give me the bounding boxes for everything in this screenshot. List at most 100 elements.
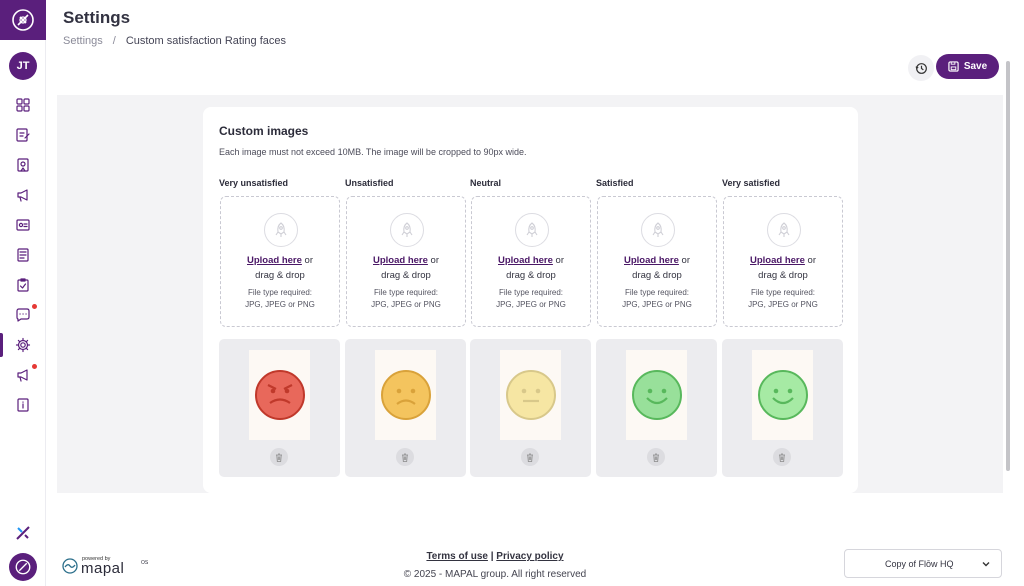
- trash-icon: [276, 453, 282, 462]
- upload-icon: [264, 213, 298, 247]
- upload-or-text: or: [804, 255, 816, 266]
- drag-drop-text: drag & drop: [632, 270, 682, 281]
- sidebar-item-edit-document[interactable]: [0, 120, 46, 150]
- trash-icon: [402, 453, 408, 462]
- upload-icon: [515, 213, 549, 247]
- upload-dropzone[interactable]: Upload here or drag & drop File type requi…: [346, 196, 466, 327]
- upload-or-text: or: [301, 255, 313, 266]
- upload-dropzone[interactable]: Upload here or drag & drop File type requi…: [471, 196, 591, 327]
- file-type-label: File type required:: [750, 288, 816, 297]
- upload-here-link[interactable]: Upload here: [498, 255, 553, 266]
- sidebar: JT: [0, 0, 46, 586]
- trash-icon: [779, 453, 785, 462]
- file-type-values: JPG, JPEG or PNG: [622, 300, 692, 309]
- face-image: [626, 350, 687, 440]
- compass-logo-icon: [12, 9, 34, 31]
- clipboard-check-icon: [17, 278, 29, 292]
- save-label: Save: [963, 61, 988, 72]
- face-image: [249, 350, 310, 440]
- svg-text:OS: OS: [141, 560, 149, 566]
- file-type-values: JPG, JPEG or PNG: [245, 300, 315, 309]
- drag-drop-text: drag & drop: [758, 270, 808, 281]
- page-scrollbar[interactable]: [1004, 55, 1012, 475]
- file-type-label: File type required:: [624, 288, 690, 297]
- breadcrumb-settings-link[interactable]: Settings: [63, 35, 103, 47]
- rating-label: Neutral: [470, 178, 502, 188]
- mapal-compass-icon[interactable]: [9, 553, 37, 581]
- document-list-icon: [17, 248, 29, 262]
- rating-label: Unsatisfied: [345, 178, 394, 188]
- settings-icon: [15, 337, 31, 353]
- terms-link[interactable]: Terms of use: [426, 551, 488, 562]
- notification-dot: [32, 364, 37, 369]
- face-preview: [722, 339, 843, 477]
- upload-here-link[interactable]: Upload here: [373, 255, 428, 266]
- organization-select[interactable]: Copy of Flōw HQ: [844, 549, 1002, 578]
- drag-drop-text: drag & drop: [255, 270, 305, 281]
- face-preview: [219, 339, 340, 477]
- announcement-icon: [17, 369, 28, 382]
- breadcrumb-separator: /: [112, 35, 116, 47]
- delete-image-button[interactable]: [773, 448, 791, 466]
- angry-face-icon: [254, 370, 305, 420]
- upload-dropzone[interactable]: Upload here or drag & drop File type requi…: [220, 196, 340, 327]
- sidebar-item-megaphone[interactable]: [0, 180, 46, 210]
- history-button[interactable]: [908, 55, 934, 81]
- upload-or-text: or: [552, 255, 564, 266]
- user-avatar[interactable]: JT: [9, 52, 37, 80]
- powered-by-mapal-logo: powered by mapal OS: [62, 553, 162, 578]
- upload-here-link[interactable]: Upload here: [624, 255, 679, 266]
- notification-dot: [32, 304, 37, 309]
- svg-text:powered by: powered by: [82, 556, 111, 562]
- scrollbar-thumb[interactable]: [1006, 61, 1010, 471]
- upload-dropzone[interactable]: Upload here or drag & drop File type requi…: [597, 196, 717, 327]
- sidebar-item-id-card[interactable]: [0, 210, 46, 240]
- sidebar-item-settings[interactable]: [0, 330, 46, 360]
- save-button[interactable]: Save: [936, 54, 999, 79]
- file-type-label: File type required:: [373, 288, 439, 297]
- upload-icon: [767, 213, 801, 247]
- sidebar-nav: [0, 90, 46, 420]
- sidebar-item-dashboard[interactable]: [0, 90, 46, 120]
- upload-or-text: or: [678, 255, 690, 266]
- sidebar-item-info-book[interactable]: [0, 390, 46, 420]
- sidebar-item-chat[interactable]: [0, 300, 46, 330]
- delete-image-button[interactable]: [647, 448, 665, 466]
- app-logo[interactable]: [0, 0, 46, 40]
- chat-icon: [16, 308, 30, 322]
- face-image: [375, 350, 436, 440]
- upload-icon: [641, 213, 675, 247]
- trash-icon: [527, 453, 533, 462]
- card-title: Custom images: [219, 124, 309, 138]
- file-type-label: File type required:: [247, 288, 313, 297]
- drag-drop-text: drag & drop: [506, 270, 556, 281]
- tools-icon[interactable]: [11, 521, 35, 545]
- file-type-label: File type required:: [498, 288, 564, 297]
- sidebar-item-clipboard-check[interactable]: [0, 270, 46, 300]
- upload-here-link[interactable]: Upload here: [247, 255, 302, 266]
- breadcrumb-current: Custom satisfaction Rating faces: [125, 35, 286, 47]
- delete-image-button[interactable]: [396, 448, 414, 466]
- neutral-face-icon: [505, 370, 556, 420]
- save-icon: [948, 61, 959, 72]
- rating-label: Very satisfied: [722, 178, 781, 188]
- card-description: Each image must not exceed 10MB. The ima…: [219, 147, 527, 157]
- edit-document-icon: [16, 128, 30, 142]
- delete-image-button[interactable]: [270, 448, 288, 466]
- rating-label: Very unsatisfied: [219, 178, 289, 188]
- file-type-values: JPG, JPEG or PNG: [371, 300, 441, 309]
- id-card-icon: [16, 219, 30, 231]
- custom-images-card: Custom images Each image must not exceed…: [203, 107, 858, 493]
- upload-here-link[interactable]: Upload here: [750, 255, 805, 266]
- file-type-values: JPG, JPEG or PNG: [748, 300, 818, 309]
- privacy-link[interactable]: Privacy policy: [496, 551, 564, 562]
- delete-image-button[interactable]: [521, 448, 539, 466]
- sad-face-icon: [380, 370, 431, 420]
- sidebar-item-announcement[interactable]: [0, 360, 46, 390]
- upload-or-text: or: [427, 255, 439, 266]
- smile-face-icon: [631, 370, 682, 420]
- dashboard-icon: [16, 98, 30, 112]
- upload-dropzone[interactable]: Upload here or drag & drop File type requi…: [723, 196, 843, 327]
- sidebar-item-badge[interactable]: [0, 150, 46, 180]
- sidebar-item-document-list[interactable]: [0, 240, 46, 270]
